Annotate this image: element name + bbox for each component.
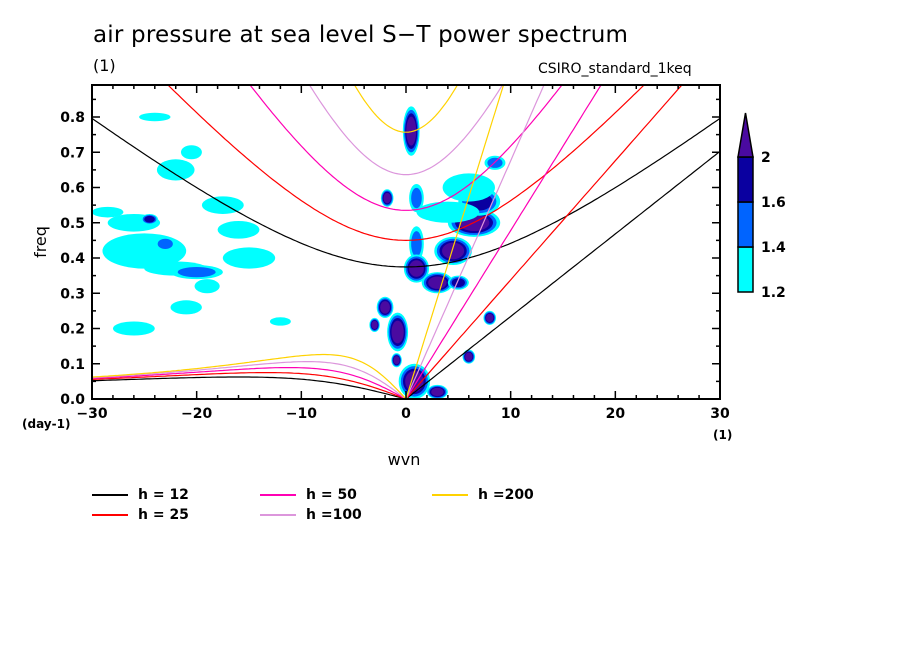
legend-swatch [92, 514, 128, 516]
y-tick-label: 0.5 [60, 216, 85, 232]
contour-region-level-3 [409, 260, 424, 277]
dispersion-curve-kelvin-h100 [405, 85, 545, 399]
legend-item: h =200 [432, 487, 534, 503]
legend-label: h =100 [306, 507, 362, 523]
axis-ticks [91, 85, 721, 400]
contour-region-level-0 [180, 145, 202, 160]
y-axis-label: freq [31, 226, 50, 258]
x-tick-labels: −30 −20 −10 0 10 20 30 [76, 406, 730, 422]
contour-region-level-3 [383, 192, 391, 204]
legend-swatch [260, 494, 296, 496]
colorbar-segment [737, 201, 754, 248]
contour-region-level-0 [269, 317, 291, 326]
y-tick-label: 0.2 [60, 322, 85, 338]
contour-region-level-0 [222, 247, 276, 269]
colorbar-label: 1.4 [761, 240, 786, 256]
y-tick-labels: 0.0 0.1 0.2 0.3 0.4 0.5 0.6 0.7 0.8 [60, 110, 85, 408]
contour-region-level-3 [465, 352, 473, 361]
x-tick-label: −10 [286, 406, 317, 422]
legend-item: h = 50 [260, 487, 357, 503]
contour-region-level-3 [371, 320, 378, 330]
contour-region-level-3 [391, 320, 404, 344]
x-tick-label: 0 [401, 406, 411, 422]
contour-region-level-0 [112, 321, 155, 336]
contour-region-level-2 [144, 215, 155, 223]
legend: h = 12 h = 25 h = 50 h =100 h =200 [92, 487, 592, 527]
contour-region-level-0 [217, 220, 260, 239]
legend-item: h =100 [260, 507, 362, 523]
contour-region-level-3 [431, 387, 444, 397]
legend-label: h = 12 [138, 487, 189, 503]
dispersion-curve-kelvin-h12 [405, 150, 720, 399]
x-tick-label: −30 [76, 406, 107, 422]
x-tick-label: 10 [501, 406, 521, 422]
dispersion-curve-ig-h100 [308, 85, 504, 176]
contour-region-level-0 [139, 112, 171, 122]
y-tick-label: 0.1 [60, 357, 85, 373]
contour-region-level-2 [451, 278, 465, 288]
colorbar-label: 1.2 [761, 285, 786, 301]
dispersion-curve-ig-h25 [167, 85, 645, 242]
colorbar-segment [737, 156, 754, 203]
x-tick-label: 20 [606, 406, 626, 422]
legend-item: h = 12 [92, 487, 189, 503]
dispersion-curve-er-h100 [92, 361, 407, 399]
legend-swatch [432, 494, 468, 496]
chart-title: air pressure at sea level S−T power spec… [93, 22, 629, 48]
contour-region-level-3 [393, 356, 400, 365]
y-tick-label: 0.6 [60, 181, 85, 197]
y-tick-label: 0.4 [60, 251, 85, 267]
dispersion-curve-kelvin-h50 [405, 85, 602, 399]
colorbar-label: 2 [761, 150, 771, 166]
y-tick-label: 0.0 [60, 392, 85, 408]
dispersion-curve-er-h25 [92, 372, 407, 399]
colorbar: 1.2 1.4 1.6 2 [737, 112, 786, 301]
contour-region-level-1 [177, 266, 216, 278]
x-axis-label: wvn [388, 450, 421, 469]
colorbar-segment [737, 246, 754, 293]
contour-region-level-0 [92, 206, 124, 218]
x-tick-label: −20 [181, 406, 212, 422]
contour-region-level-3 [380, 301, 390, 314]
x-unit-label: (1) [713, 428, 732, 442]
contour-region-level-0 [156, 159, 195, 181]
legend-item: h = 25 [92, 507, 189, 523]
dispersion-curve-er-h200 [92, 353, 407, 399]
contour-region-level-3 [428, 276, 447, 289]
contour-layer [92, 106, 506, 399]
contour-region-level-1 [411, 231, 422, 257]
dispersion-curve-ig-h200 [353, 85, 459, 133]
y-unit-label: (day-1) [22, 417, 70, 431]
colorbar-label: 1.6 [761, 195, 786, 211]
contour-region-level-0 [416, 201, 480, 223]
legend-label: h =200 [478, 487, 534, 503]
x-tick-label: 30 [710, 406, 730, 422]
dispersion-curve-er-h50 [92, 367, 407, 399]
dispersion-curves-layer [92, 85, 720, 399]
contour-region-level-1 [411, 187, 422, 209]
dispersion-curve-ig-h12 [92, 117, 720, 268]
dispersion-curve-er-h12 [92, 376, 407, 399]
dispersion-curve-kelvin-h25 [405, 85, 683, 399]
contour-region-level-3 [486, 313, 494, 323]
dispersion-curve-kelvin-h200 [405, 85, 505, 399]
y-tick-label: 0.3 [60, 286, 85, 302]
legend-swatch [260, 514, 296, 516]
colorbar-extend-triangle [737, 112, 754, 158]
contour-region-level-0 [170, 300, 202, 315]
contour-region-level-3 [442, 242, 465, 260]
chart-subtitle-model: CSIRO_standard_1keq [538, 61, 692, 77]
contour-region-level-0 [194, 279, 220, 294]
y-tick-label: 0.7 [60, 145, 85, 161]
chart-subtitle-units: (1) [93, 56, 116, 75]
contour-region-level-1 [157, 238, 173, 250]
legend-label: h = 25 [138, 507, 189, 523]
y-tick-label: 0.8 [60, 110, 85, 126]
legend-label: h = 50 [306, 487, 357, 503]
dispersion-curve-ig-h50 [249, 85, 563, 211]
legend-swatch [92, 494, 128, 496]
